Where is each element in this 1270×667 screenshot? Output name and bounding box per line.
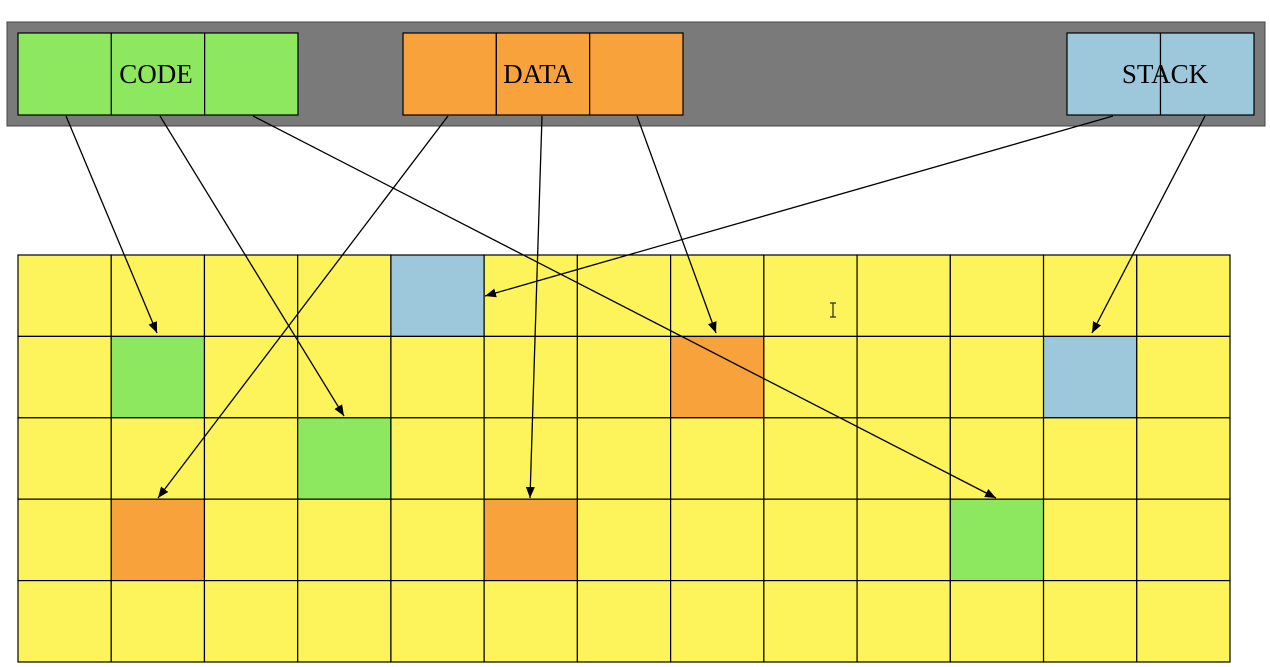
mapping-arrow-code-0 <box>65 115 158 334</box>
mapping-arrow-stack-1 <box>1091 115 1206 334</box>
frame-free <box>17 579 112 663</box>
frame-free <box>110 417 206 500</box>
frame-free <box>483 335 578 419</box>
frame-free <box>17 498 112 582</box>
frame-free <box>949 417 1045 500</box>
data-label: DATA <box>503 59 573 89</box>
frame-free <box>670 579 765 663</box>
frame-free <box>17 254 112 338</box>
frame-free <box>763 417 858 500</box>
frame-free <box>856 335 951 419</box>
frame-free <box>203 579 299 663</box>
frame-free <box>576 417 672 500</box>
mapping-arrow-data-0 <box>157 115 449 499</box>
frame-free <box>856 498 951 582</box>
frame-free <box>297 335 392 419</box>
frame-free <box>856 417 951 500</box>
mapping-arrow-code-1 <box>159 115 345 417</box>
data-page-2 <box>589 32 684 116</box>
frame-free <box>1136 335 1231 419</box>
frame-free <box>17 335 112 419</box>
frame-free <box>670 254 765 338</box>
frame-stack <box>390 254 485 338</box>
frame-free <box>763 579 858 663</box>
frame-free <box>203 498 299 582</box>
frame-stack <box>1042 335 1138 419</box>
physical-memory-grid <box>17 254 1231 663</box>
frame-free <box>670 498 765 582</box>
frame-code <box>110 335 206 419</box>
stack-label: STACK <box>1122 59 1209 89</box>
code-page-2 <box>204 32 299 116</box>
frame-free <box>1136 498 1231 582</box>
data-segment: DATA <box>402 32 684 116</box>
stack-page-0 <box>1066 32 1162 116</box>
frame-data <box>483 498 578 582</box>
frame-free <box>297 498 392 582</box>
frame-free <box>110 579 206 663</box>
frame-free <box>390 579 485 663</box>
frame-free <box>949 254 1045 338</box>
frame-free <box>203 335 299 419</box>
frame-free <box>390 498 485 582</box>
frame-free <box>390 335 485 419</box>
frame-free <box>949 335 1045 419</box>
frame-free <box>949 579 1045 663</box>
frame-free <box>297 254 392 338</box>
frame-free <box>763 254 858 338</box>
frame-free <box>763 335 858 419</box>
frame-free <box>483 579 578 663</box>
virtual-segments: CODE DATA STACK <box>17 32 1255 116</box>
data-page-1 <box>495 32 591 116</box>
code-label: CODE <box>119 59 193 89</box>
frame-free <box>203 417 299 500</box>
frame-free <box>390 417 485 500</box>
frame-code <box>297 417 392 500</box>
code-segment: CODE <box>17 32 299 116</box>
frame-free <box>763 498 858 582</box>
data-page-0 <box>402 32 497 116</box>
frame-free <box>1136 579 1231 663</box>
mapping-arrow-data-1 <box>525 115 543 499</box>
text-cursor-icon <box>830 302 836 318</box>
frame-free <box>1042 579 1138 663</box>
frame-free <box>1136 417 1231 500</box>
frame-free <box>576 335 672 419</box>
frame-free <box>483 254 578 338</box>
stack-segment: STACK <box>1066 32 1255 116</box>
frame-free <box>1136 254 1231 338</box>
frame-data <box>110 498 206 582</box>
frame-free <box>576 579 672 663</box>
frame-free <box>1042 254 1138 338</box>
frame-data <box>670 335 765 419</box>
frame-free <box>1042 417 1138 500</box>
frame-free <box>1042 498 1138 582</box>
frame-code <box>949 498 1045 582</box>
frame-free <box>670 417 765 500</box>
stack-page-1 <box>1159 32 1255 116</box>
frame-free <box>576 498 672 582</box>
frame-free <box>203 254 299 338</box>
mapping-arrow-code-2 <box>252 115 997 499</box>
mapping-arrow-data-2 <box>636 115 717 334</box>
frame-free <box>856 254 951 338</box>
frame-free <box>110 254 206 338</box>
frame-free <box>17 417 112 500</box>
mapping-arrow-stack-0 <box>484 115 1114 298</box>
code-page-1 <box>110 32 206 116</box>
frame-free <box>297 579 392 663</box>
code-page-0 <box>17 32 112 116</box>
page-mappings <box>65 115 1206 499</box>
frame-free <box>856 579 951 663</box>
